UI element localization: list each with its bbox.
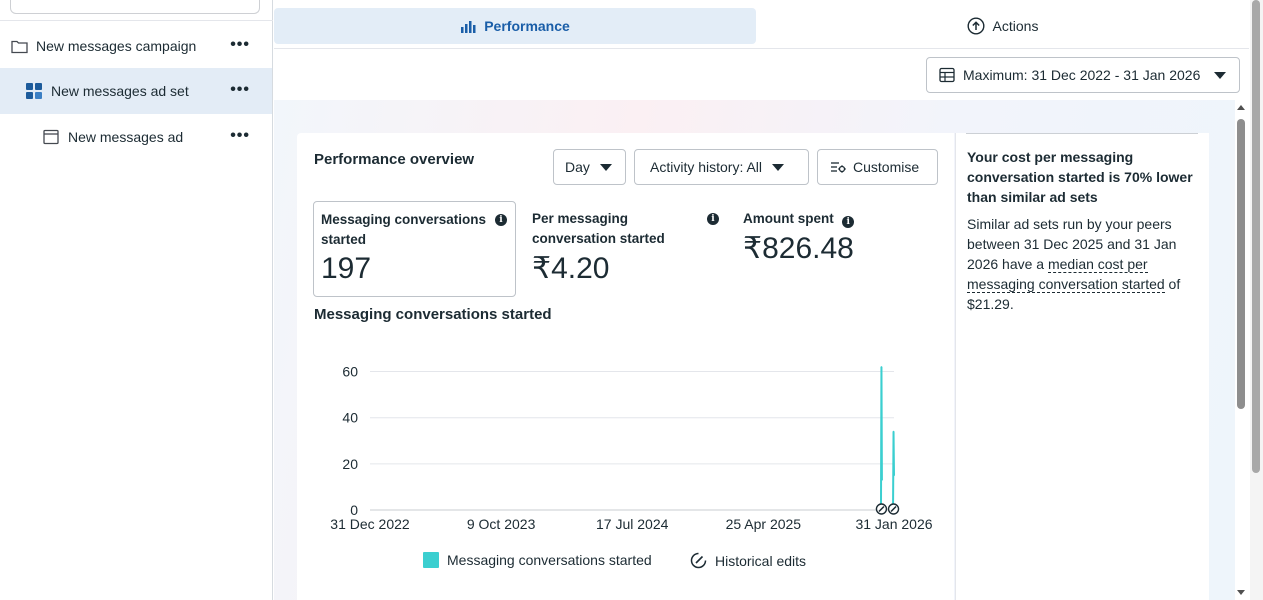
content-scrollbar[interactable] xyxy=(1235,100,1248,600)
metric-label: Per messaging conversation started xyxy=(532,211,665,246)
tab-label: Performance xyxy=(484,18,570,34)
customise-button[interactable]: Customise xyxy=(817,149,938,185)
data-point xyxy=(880,366,883,368)
tab-label: Actions xyxy=(992,18,1039,34)
performance-card xyxy=(297,133,954,600)
info-icon[interactable]: i xyxy=(495,214,507,226)
metric-amount-spent[interactable]: Amount spent i ₹826.48 xyxy=(743,209,933,266)
x-tick-label: 17 Jul 2024 xyxy=(596,516,669,532)
x-tick-label: 9 Oct 2023 xyxy=(467,516,536,532)
chart-title: Messaging conversations started xyxy=(314,306,552,323)
insight-card xyxy=(955,133,1209,600)
granularity-value: Day xyxy=(565,159,590,175)
sidebar-item-label: New messages ad xyxy=(68,129,184,145)
historical-edit-marker xyxy=(887,503,900,515)
sidebar-item-ad-set[interactable]: New messages ad set ••• xyxy=(0,68,272,114)
sidebar-search-input[interactable] xyxy=(10,0,260,14)
y-tick-label: 0 xyxy=(350,502,358,518)
tab-actions[interactable]: Actions xyxy=(756,8,1249,44)
metric-messaging-conversations[interactable]: Messaging conversations started i 197 xyxy=(313,201,516,297)
view-tabs: Performance Actions xyxy=(274,0,1249,49)
scroll-up-icon[interactable] xyxy=(1237,105,1245,110)
chevron-down-icon xyxy=(772,163,785,171)
date-range-button[interactable]: Maximum: 31 Dec 2022 - 31 Jan 2026 xyxy=(926,57,1240,93)
metric-value: ₹826.48 xyxy=(743,232,854,265)
activity-history-value: Activity history: All xyxy=(650,159,763,175)
historical-edit-marker xyxy=(875,503,888,515)
page-scrollbar[interactable] xyxy=(1250,0,1263,600)
folder-icon xyxy=(10,37,28,55)
bar-chart-icon xyxy=(460,19,476,33)
insight-text: Similar ad sets run by your peers betwee… xyxy=(967,216,1177,272)
sidebar-item-label: New messages campaign xyxy=(36,38,197,54)
sidebar-divider xyxy=(0,20,273,21)
conversations-line-chart[interactable]: 0 20 40 60 31 Dec 2022 9 Oct 2023 17 Jul 2024 2… xyxy=(330,350,950,540)
legend-series[interactable]: Messaging conversations started xyxy=(423,552,652,568)
metric-value: 197 xyxy=(321,252,372,285)
more-options-icon[interactable]: ••• xyxy=(230,36,250,53)
x-tick-label: 25 Apr 2025 xyxy=(726,516,802,532)
scroll-down-icon[interactable] xyxy=(1237,590,1245,595)
granularity-select[interactable]: Day xyxy=(553,149,626,185)
ad-window-icon xyxy=(42,128,60,146)
tab-performance[interactable]: Performance xyxy=(274,8,756,44)
chevron-down-icon xyxy=(599,163,612,171)
customise-settings-icon xyxy=(830,160,846,174)
insight-title: Your cost per messaging conversation sta… xyxy=(967,149,1193,205)
y-tick-label: 60 xyxy=(342,364,358,380)
more-options-icon[interactable]: ••• xyxy=(230,127,250,144)
metric-value: ₹4.20 xyxy=(532,252,610,285)
scrollbar-thumb[interactable] xyxy=(1237,119,1245,409)
legend-swatch xyxy=(423,552,439,568)
sidebar-item-campaign[interactable]: New messages campaign ••• xyxy=(0,23,272,69)
sidebar-item-ad[interactable]: New messages ad ••• xyxy=(0,114,272,160)
metric-label: Messaging conversations started xyxy=(321,212,487,247)
metric-cost-per-conversation[interactable]: Per messaging conversation started i ₹4.… xyxy=(532,209,722,286)
series-line xyxy=(892,431,895,504)
scrollbar-thumb[interactable] xyxy=(1252,0,1260,473)
customise-label: Customise xyxy=(853,159,920,175)
median-cost-link[interactable]: median cost per messaging conversation s… xyxy=(967,256,1165,293)
data-point xyxy=(892,430,895,433)
insight-text: of $21.29. xyxy=(967,276,1181,312)
x-tick-label: 31 Dec 2022 xyxy=(330,516,410,532)
data-point xyxy=(881,479,883,481)
insight-body: Similar ad sets run by your peers betwee… xyxy=(967,214,1205,314)
y-tick-label: 40 xyxy=(342,410,358,426)
y-tick-label: 20 xyxy=(342,456,358,472)
arrow-up-circle-icon xyxy=(967,17,985,35)
x-tick-label: 31 Jan 2026 xyxy=(855,516,932,532)
sidebar: New messages campaign ••• New messages a… xyxy=(0,0,273,600)
activity-history-select[interactable]: Activity history: All xyxy=(634,149,809,185)
sidebar-item-label: New messages ad set xyxy=(51,83,189,99)
calendar-table-icon xyxy=(939,67,955,83)
info-icon[interactable]: i xyxy=(842,216,855,228)
historical-edit-icon xyxy=(690,552,707,569)
ad-set-grid-icon xyxy=(25,82,43,100)
data-point xyxy=(893,474,895,477)
divider xyxy=(966,133,1198,134)
chevron-down-icon xyxy=(1214,71,1227,79)
metric-label: Amount spent xyxy=(743,211,834,226)
info-icon[interactable]: i xyxy=(707,213,719,225)
more-options-icon[interactable]: ••• xyxy=(230,81,250,98)
legend-label: Messaging conversations started xyxy=(447,552,652,568)
legend-historical-edits[interactable]: Historical edits xyxy=(690,552,806,569)
series-line xyxy=(879,366,883,511)
date-range-label: Maximum: 31 Dec 2022 - 31 Jan 2026 xyxy=(963,67,1201,83)
overview-title: Performance overview xyxy=(314,151,475,168)
legend-label: Historical edits xyxy=(715,552,807,569)
